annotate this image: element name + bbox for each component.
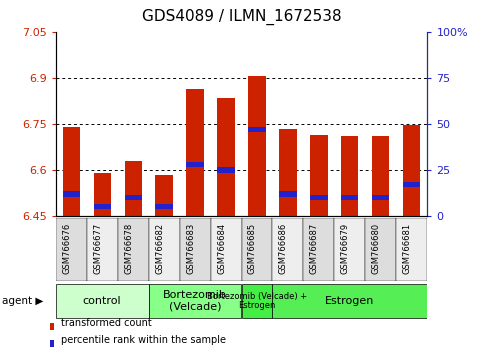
Bar	[280, 129, 297, 216]
Bar	[149, 284, 242, 318]
Bar	[217, 167, 235, 173]
Bar	[50, 340, 54, 347]
Bar	[156, 204, 172, 210]
Text: percentile rank within the sample: percentile rank within the sample	[61, 335, 227, 345]
Bar	[50, 323, 54, 330]
Bar	[242, 284, 272, 318]
Text: GSM766683: GSM766683	[186, 223, 195, 274]
Bar	[156, 175, 172, 216]
Bar	[94, 173, 111, 216]
Bar	[311, 195, 327, 200]
Bar	[125, 161, 142, 216]
Bar	[403, 125, 421, 216]
Text: transformed count: transformed count	[61, 318, 152, 328]
Text: Estrogen: Estrogen	[325, 296, 375, 306]
Bar	[56, 218, 86, 281]
Text: Bortezomib (Velcade) +
Estrogen: Bortezomib (Velcade) + Estrogen	[207, 292, 307, 310]
Bar	[248, 127, 266, 132]
Text: GDS4089 / ILMN_1672538: GDS4089 / ILMN_1672538	[142, 9, 341, 25]
Bar	[62, 127, 80, 216]
Bar	[211, 218, 242, 281]
Text: GSM766676: GSM766676	[62, 223, 71, 274]
Bar	[217, 98, 235, 216]
Bar	[311, 135, 327, 216]
Bar	[372, 136, 389, 216]
Bar	[403, 182, 421, 187]
Bar	[341, 195, 358, 200]
Text: GSM766682: GSM766682	[155, 223, 164, 274]
Text: GSM766680: GSM766680	[372, 223, 381, 274]
Text: GSM766684: GSM766684	[217, 223, 226, 274]
Text: Bortezomib
(Velcade): Bortezomib (Velcade)	[163, 291, 227, 311]
Bar	[125, 195, 142, 200]
Bar	[341, 136, 358, 216]
Bar	[272, 284, 427, 318]
Text: control: control	[83, 296, 121, 306]
Bar	[180, 218, 211, 281]
Bar	[303, 218, 334, 281]
Text: GSM766687: GSM766687	[310, 223, 319, 274]
Text: agent ▶: agent ▶	[2, 296, 44, 306]
Bar	[56, 284, 149, 318]
Text: GSM766681: GSM766681	[403, 223, 412, 274]
Bar	[280, 191, 297, 196]
Text: GSM766677: GSM766677	[93, 223, 102, 274]
Bar	[94, 204, 111, 210]
Bar	[62, 191, 80, 196]
Bar	[272, 218, 303, 281]
Text: GSM766679: GSM766679	[341, 223, 350, 274]
Bar	[334, 218, 366, 281]
Bar	[366, 218, 397, 281]
Bar	[117, 218, 149, 281]
Bar	[186, 88, 203, 216]
Text: GSM766678: GSM766678	[124, 223, 133, 274]
Bar	[242, 218, 272, 281]
Text: GSM766686: GSM766686	[279, 223, 288, 274]
Bar	[397, 218, 427, 281]
Text: GSM766685: GSM766685	[248, 223, 257, 274]
Bar	[86, 218, 117, 281]
Bar	[186, 162, 203, 167]
Bar	[248, 76, 266, 216]
Bar	[149, 218, 180, 281]
Bar	[372, 195, 389, 200]
